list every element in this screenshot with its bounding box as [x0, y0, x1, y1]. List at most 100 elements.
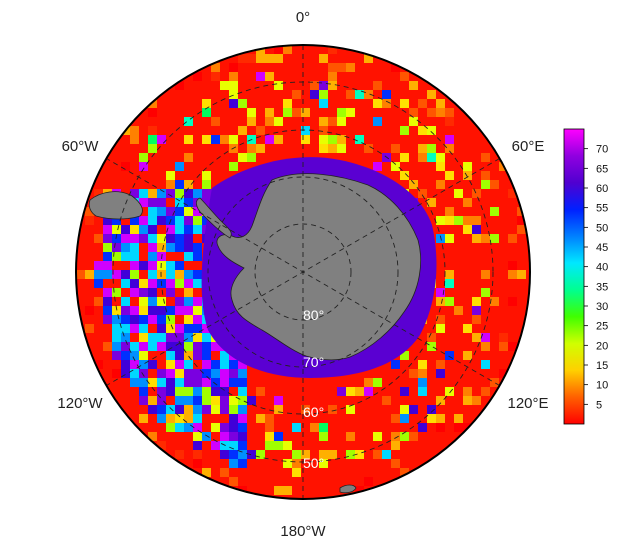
data-cell — [211, 369, 220, 378]
data-cell — [103, 225, 112, 234]
data-cell — [193, 432, 202, 441]
data-cell — [256, 54, 265, 63]
data-cell — [166, 180, 175, 189]
data-cell — [175, 360, 184, 369]
colorbar-tick-label: 25 — [596, 321, 608, 333]
colorbar-tick-label: 15 — [596, 360, 608, 372]
data-cell — [175, 81, 184, 90]
data-cell — [427, 333, 436, 342]
data-cell — [499, 369, 508, 378]
data-cell — [175, 162, 184, 171]
data-cell — [238, 423, 247, 432]
data-cell — [193, 369, 202, 378]
data-cell — [220, 351, 229, 360]
data-cell — [238, 378, 247, 387]
data-cell — [274, 432, 283, 441]
data-cell — [193, 297, 202, 306]
data-cell — [121, 342, 130, 351]
data-cell — [85, 216, 94, 225]
data-cell — [211, 441, 220, 450]
data-cell — [148, 396, 157, 405]
data-cell — [283, 486, 292, 495]
data-cell — [256, 450, 265, 459]
data-cell — [409, 108, 418, 117]
data-cell — [400, 468, 409, 477]
data-cell — [328, 405, 337, 414]
data-cell — [445, 216, 454, 225]
data-cell — [166, 423, 175, 432]
data-cell — [184, 279, 193, 288]
data-cell — [373, 432, 382, 441]
data-cell — [94, 234, 103, 243]
data-cell — [121, 324, 130, 333]
data-cell — [175, 378, 184, 387]
data-cell — [139, 324, 148, 333]
data-cell — [157, 306, 166, 315]
data-cell — [364, 477, 373, 486]
data-cell — [373, 81, 382, 90]
data-cell — [148, 378, 157, 387]
data-cell — [319, 117, 328, 126]
data-cell — [130, 288, 139, 297]
data-cell — [184, 198, 193, 207]
data-cell — [436, 423, 445, 432]
data-cell — [184, 423, 193, 432]
data-cell — [274, 45, 283, 54]
data-cell — [148, 360, 157, 369]
data-cell — [184, 135, 193, 144]
data-cell — [229, 441, 238, 450]
data-cell — [328, 135, 337, 144]
data-cell — [328, 45, 337, 54]
colorbar-tick-label: 50 — [596, 222, 608, 234]
data-cell — [103, 252, 112, 261]
data-cell — [409, 180, 418, 189]
data-cell — [184, 297, 193, 306]
data-cell — [265, 54, 274, 63]
data-cell — [265, 414, 274, 423]
data-cell — [247, 144, 256, 153]
data-cell — [184, 369, 193, 378]
data-cell — [220, 468, 229, 477]
data-cell — [364, 387, 373, 396]
antarctic-peninsula — [196, 197, 232, 239]
data-cell — [346, 405, 355, 414]
data-cell — [148, 432, 157, 441]
data-cell — [85, 306, 94, 315]
colorbar-tick-label: 35 — [596, 281, 608, 293]
data-cell — [139, 315, 148, 324]
data-cell — [112, 369, 121, 378]
data-cell — [337, 144, 346, 153]
graticule — [106, 45, 500, 499]
colorbar-tick-label: 10 — [596, 380, 608, 392]
data-cell — [436, 153, 445, 162]
data-cell — [229, 72, 238, 81]
data-cell — [193, 414, 202, 423]
lon-label-120e: 120°E — [507, 395, 548, 412]
data-cell — [463, 225, 472, 234]
data-cell — [130, 306, 139, 315]
data-cell — [202, 216, 211, 225]
data-cell — [103, 270, 112, 279]
data-cell — [166, 189, 175, 198]
data-cell — [130, 189, 139, 198]
data-cell — [238, 126, 247, 135]
data-cell — [193, 351, 202, 360]
data-cell — [184, 387, 193, 396]
data-cell — [184, 207, 193, 216]
data-cell — [409, 117, 418, 126]
data-cell — [166, 171, 175, 180]
data-cell — [175, 423, 184, 432]
data-cell — [283, 99, 292, 108]
data-cell — [445, 171, 454, 180]
data-cell — [436, 297, 445, 306]
data-cell — [139, 279, 148, 288]
data-cell — [445, 135, 454, 144]
data-cell — [112, 252, 121, 261]
data-cell — [94, 279, 103, 288]
data-cell — [157, 441, 166, 450]
data-cell — [310, 423, 319, 432]
data-cell — [391, 63, 400, 72]
data-cell — [481, 387, 490, 396]
data-cell — [121, 234, 130, 243]
data-cell — [85, 207, 94, 216]
